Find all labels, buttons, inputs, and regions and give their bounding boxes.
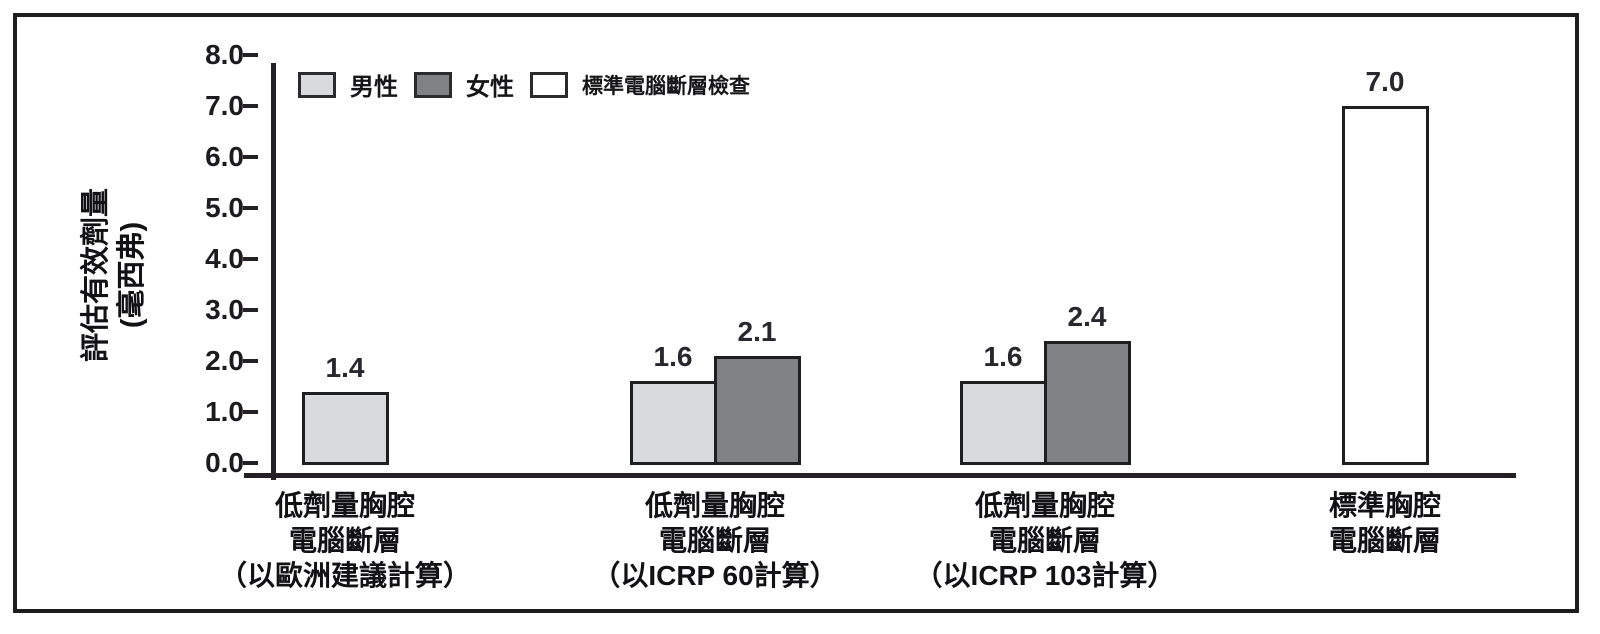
y-axis-title: 評估有效劑量 (毫西弗) [78, 188, 150, 362]
bar-value-label: 1.4 [325, 351, 365, 383]
y-tick-mark [243, 461, 258, 465]
legend: 男性 女性 標準電腦斷層檢查 [298, 67, 766, 102]
y-tick-label: 1.0 [205, 396, 244, 427]
bar-value-label: 2.1 [737, 315, 777, 347]
y-tick-mark [243, 410, 258, 414]
bar-男性 [629, 381, 717, 465]
bar-value-label: 2.4 [1067, 300, 1107, 332]
category-label-line: 標準胸腔 [1328, 490, 1441, 521]
bar-value-label: 7.0 [1365, 66, 1405, 97]
bar-value-label: 1.6 [983, 341, 1023, 373]
y-axis-title-line2: (毫西弗) [116, 221, 148, 329]
y-axis-title-line1: 評估有效劑量 [80, 187, 112, 363]
y-tick-mark [243, 104, 258, 108]
legend-item: 標準電腦斷層檢查 [530, 70, 750, 100]
legend-swatch-1 [298, 71, 336, 98]
legend-label: 男性 [350, 74, 398, 101]
bar-女性 [713, 355, 801, 465]
category-label-line: 電腦斷層 [288, 525, 401, 556]
bar-女性 [1043, 340, 1131, 465]
chart-frame: 評估有效劑量 (毫西弗) 0.0 1.0 2.0 3.0 4.0 5.0 6.0 7.0 8.0… [13, 13, 1579, 613]
category-label-line: 低劑量胸腔 [644, 490, 785, 521]
y-tick-label: 6.0 [205, 141, 244, 172]
bar-標準電腦斷層檢查 [1341, 106, 1429, 465]
legend-swatch-3 [530, 71, 568, 98]
category-label-line: （以ICRP 60計算） [592, 560, 838, 591]
y-tick-label: 2.0 [205, 345, 244, 376]
y-tick-label: 7.0 [205, 90, 244, 121]
y-tick-label: 5.0 [205, 192, 244, 223]
category-label-line: 電腦斷層 [658, 525, 771, 556]
legend-item: 女性 [414, 67, 514, 102]
category-label-line: 電腦斷層 [988, 525, 1101, 556]
category-label-line: （以ICRP 103計算） [914, 560, 1176, 591]
x-axis-line [244, 473, 1516, 478]
category-label: 低劑量胸腔電腦斷層 （以ICRP 60計算） [485, 488, 945, 593]
legend-label: 標準電腦斷層檢查 [582, 74, 750, 98]
legend-item: 男性 [298, 67, 398, 102]
y-tick-mark [243, 308, 258, 312]
y-tick-label: 0.0 [205, 447, 244, 478]
category-label: 低劑量胸腔電腦斷層 （以歐洲建議計算） [115, 488, 575, 593]
y-tick-mark [243, 53, 258, 57]
bar-男性 [959, 381, 1047, 465]
y-tick-label: 3.0 [205, 294, 244, 325]
category-label: 低劑量胸腔電腦斷層 （以ICRP 103計算） [815, 488, 1275, 593]
category-label-line: （以歐洲建議計算） [218, 560, 471, 591]
bar-value-label: 1.6 [653, 341, 693, 373]
category-label-line: 低劑量胸腔 [974, 490, 1115, 521]
y-tick-mark [243, 359, 258, 363]
y-tick-mark [243, 257, 258, 261]
y-tick-label: 8.0 [205, 39, 244, 70]
category-label-line: 低劑量胸腔 [274, 490, 415, 521]
legend-swatch-2 [414, 71, 452, 98]
category-label: 標準胸腔 電腦斷層 [1155, 488, 1600, 558]
legend-label: 女性 [466, 74, 514, 101]
bar-男性 [301, 391, 389, 465]
y-tick-mark [243, 155, 258, 159]
y-axis-line [271, 63, 276, 480]
y-tick-mark [243, 206, 258, 210]
category-label-line: 電腦斷層 [1328, 525, 1441, 556]
y-tick-label: 4.0 [205, 243, 244, 274]
